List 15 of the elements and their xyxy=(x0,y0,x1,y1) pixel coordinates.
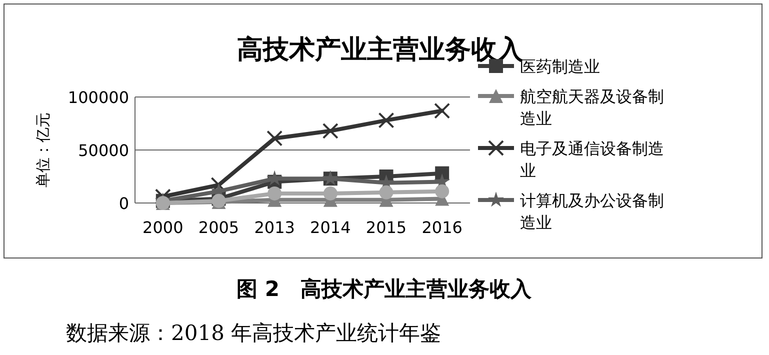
y-tick-label: 100000 xyxy=(68,88,129,107)
x-tick-label: 2013 xyxy=(254,218,295,237)
y-axis-title: 单位：亿元 xyxy=(34,112,52,188)
caption: 图 2 高技术产业主营业务收入 xyxy=(236,277,532,301)
x-tick-label: 2014 xyxy=(310,218,351,237)
y-tick-label: 50000 xyxy=(78,141,129,160)
legend-label: 计算机及办公设备制造业 xyxy=(520,191,664,232)
y-tick-label: 0 xyxy=(118,194,129,213)
x-tick-label: 2000 xyxy=(142,218,184,237)
legend-label: 电子及通信设备制造业 xyxy=(520,139,664,180)
x-tick-label: 2015 xyxy=(366,218,407,237)
source-note: 数据来源：2018 年高技术产业统计年鉴 xyxy=(66,321,442,345)
x-tick-label: 2005 xyxy=(198,218,240,237)
x-tick-label: 2016 xyxy=(422,218,462,237)
legend-label: 航空航天器及设备制造业 xyxy=(520,87,664,128)
